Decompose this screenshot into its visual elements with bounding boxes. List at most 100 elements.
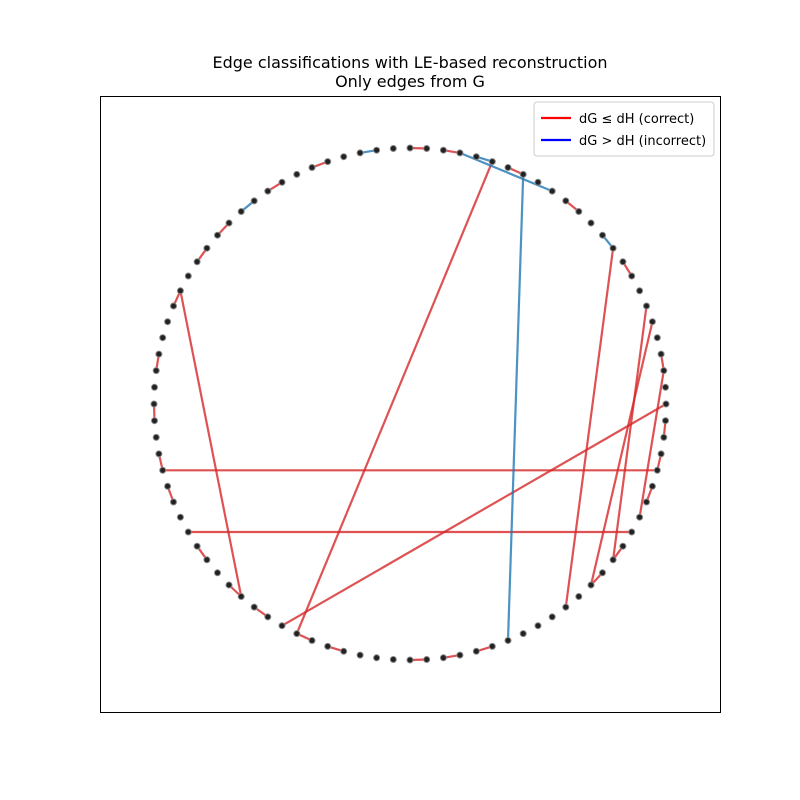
graph-node — [653, 334, 661, 342]
graph-node — [472, 647, 480, 655]
graph-node — [472, 153, 480, 161]
graph-node — [423, 145, 431, 152]
graph-node — [628, 272, 636, 280]
graph-node — [534, 178, 542, 186]
graph-node — [170, 498, 177, 506]
graph-node — [151, 383, 158, 391]
graph-node — [356, 651, 364, 659]
graph-node — [293, 630, 301, 638]
graph-node — [643, 302, 650, 310]
graph-node — [562, 197, 570, 205]
graph-node — [628, 528, 636, 536]
graph-node — [203, 244, 211, 252]
graph-node — [548, 187, 556, 195]
legend-box — [533, 101, 715, 157]
graph-node — [575, 593, 583, 600]
legend-label-incorrect: dG > dH (incorrect) — [579, 134, 706, 149]
graph-node — [648, 318, 656, 326]
graph-node — [660, 433, 668, 441]
graph-node — [164, 318, 172, 326]
graph-node — [619, 258, 627, 266]
graph-node — [237, 208, 245, 215]
axes-frame — [100, 96, 721, 713]
graph-node — [662, 417, 669, 425]
edge-chord-correct — [638, 370, 665, 518]
figure-title: Edge classifications with LE-based recon… — [212, 53, 607, 72]
graph-node — [264, 187, 272, 195]
graph-node — [308, 637, 316, 644]
graph-node — [164, 482, 172, 490]
edge-chord-incorrect — [506, 174, 525, 641]
graph-node — [519, 170, 527, 178]
graph-node — [657, 350, 665, 358]
graph-node — [519, 630, 527, 638]
graph-node — [152, 367, 160, 375]
graph-node — [609, 556, 617, 564]
graph-node — [293, 170, 301, 178]
graph-node — [356, 149, 364, 157]
graph-node — [159, 466, 167, 474]
edge-chord-correct — [179, 290, 243, 597]
graph-node — [599, 231, 606, 239]
graph-node — [193, 258, 201, 266]
graph-node — [562, 603, 570, 611]
graph-node — [340, 647, 348, 655]
nodes-layer — [150, 144, 670, 664]
graph-node — [151, 417, 158, 425]
graph-node — [278, 178, 286, 186]
graph-node — [184, 528, 192, 536]
graph-node — [657, 450, 665, 458]
graph-node — [653, 466, 661, 474]
graph-node — [587, 219, 595, 227]
graph-node — [534, 622, 542, 630]
graph-node — [439, 146, 447, 154]
graph-node — [660, 367, 668, 375]
graph-node — [214, 569, 221, 577]
graph-node — [250, 197, 258, 205]
graph-node — [214, 231, 221, 239]
graph-node — [193, 542, 201, 550]
graph-node — [225, 581, 233, 589]
graph-node — [662, 400, 670, 408]
graph-node — [575, 208, 583, 215]
graph-node — [308, 164, 316, 171]
graph-node — [456, 149, 464, 157]
graph-node — [324, 642, 332, 650]
graph-node — [170, 302, 177, 310]
graph-node — [439, 654, 447, 662]
graph-node — [504, 637, 512, 644]
graph-node — [609, 244, 617, 252]
graph-node — [406, 656, 414, 664]
graph-node — [278, 622, 286, 630]
graph-node — [648, 482, 656, 490]
edge-chord-correct — [564, 248, 615, 608]
graph-node — [636, 287, 644, 295]
figure-subtitle: Only edges from G — [335, 72, 485, 91]
edge-chord-correct — [295, 161, 494, 635]
graph-node — [150, 400, 158, 408]
graph-node — [225, 219, 233, 227]
graph-node — [406, 144, 414, 152]
graph-node — [456, 651, 464, 659]
graph-node — [159, 334, 167, 342]
graph-node — [152, 433, 160, 441]
graph-node — [155, 350, 163, 358]
graph-node — [488, 158, 496, 166]
graph-node — [176, 513, 184, 521]
graph-node — [389, 145, 397, 152]
graph-node — [237, 593, 245, 600]
graph-node — [324, 158, 332, 166]
graph-node — [488, 642, 496, 650]
graph-node — [340, 153, 348, 161]
graph-node — [587, 581, 595, 589]
graph-node — [662, 383, 669, 391]
graph-node — [184, 272, 192, 280]
graph-node — [203, 556, 211, 564]
legend: dG ≤ dH (correct) dG > dH (incorrect) — [533, 101, 715, 157]
graph-node — [155, 450, 163, 458]
graph-node — [643, 498, 650, 506]
edge-chord-correct — [281, 403, 667, 627]
graph-node — [389, 656, 397, 663]
graph-node — [504, 164, 512, 171]
